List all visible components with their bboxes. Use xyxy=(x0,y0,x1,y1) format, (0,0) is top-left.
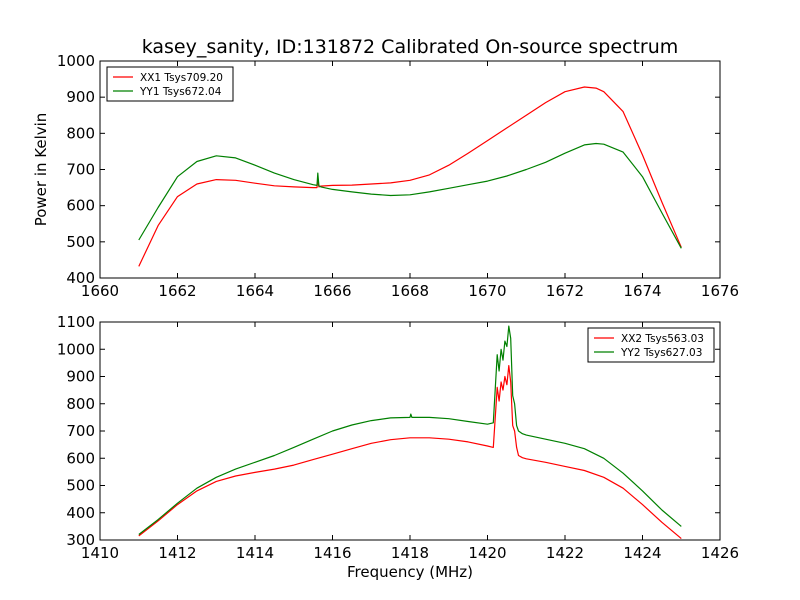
y-tick-label: 900 xyxy=(66,368,95,386)
y-tick-label: 800 xyxy=(66,395,95,413)
x-axis-label: Frequency (MHz) xyxy=(347,563,473,581)
y-tick-label: 900 xyxy=(66,88,95,106)
y-tick-label: 600 xyxy=(66,197,95,215)
x-tick-label: 1412 xyxy=(158,544,196,562)
x-tick-label: 1424 xyxy=(623,544,661,562)
series-line-yy xyxy=(138,325,682,535)
y-tick-label: 400 xyxy=(66,504,95,522)
y-tick-label: 300 xyxy=(66,531,95,549)
x-tick-label: 1676 xyxy=(701,282,739,300)
y-axis-label: Power in Kelvin xyxy=(32,113,50,227)
x-tick-label: 1426 xyxy=(701,544,739,562)
y-tick-label: 700 xyxy=(66,161,95,179)
legend-box xyxy=(587,327,715,363)
legend: XX2 Tsys563.03 YY2 Tsys627.03 xyxy=(587,327,715,363)
x-tick-label: 1414 xyxy=(236,544,274,562)
x-tick-label: 1672 xyxy=(546,282,584,300)
y-tick-label: 700 xyxy=(66,422,95,440)
legend-entry: YY2 Tsys627.03 xyxy=(620,347,702,359)
x-tick-label: 1664 xyxy=(236,282,274,300)
y-tick-label: 500 xyxy=(66,233,95,251)
x-tick-label: 1422 xyxy=(546,544,584,562)
chart-title: kasey_sanity, ID:131872 Calibrated On-so… xyxy=(142,36,679,58)
series-line-yy xyxy=(138,142,682,249)
y-tick-label: 1100 xyxy=(57,313,95,331)
y-tick-label: 1000 xyxy=(57,52,95,70)
legend-entry: XX2 Tsys563.03 xyxy=(621,333,704,345)
x-tick-label: 1670 xyxy=(468,282,506,300)
x-tick-label: 1674 xyxy=(623,282,661,300)
y-tick-label: 1000 xyxy=(57,340,95,358)
x-tick-label: 1410 xyxy=(81,544,119,562)
y-tick-label: 600 xyxy=(66,449,95,467)
y-tick-label: 500 xyxy=(66,477,95,495)
y-tick-label: 400 xyxy=(66,269,95,287)
y-tick-label: 800 xyxy=(66,124,95,142)
legend-entry: YY1 Tsys672.04 xyxy=(139,86,222,98)
series-group xyxy=(138,325,682,540)
top-plot-panel: 1660 1662 1664 1666 1668 1670 1672 1674 1676 400 5… xyxy=(32,52,739,300)
x-tick-label: 1662 xyxy=(158,282,196,300)
x-tick-label: 1668 xyxy=(391,282,429,300)
x-tick-label: 1660 xyxy=(81,282,119,300)
series-line-xx xyxy=(138,86,682,267)
legend: XX1 Tsys709.20 YY1 Tsys672.04 xyxy=(106,66,234,102)
x-tick-label: 1420 xyxy=(468,544,506,562)
x-tick-label: 1418 xyxy=(391,544,429,562)
series-line-xx xyxy=(138,365,682,540)
legend-entry: XX1 Tsys709.20 xyxy=(140,72,223,84)
bottom-plot-panel: 1410 1412 1414 1416 1418 1420 1422 1424 1426 300 4… xyxy=(57,313,739,581)
legend-box xyxy=(106,66,234,102)
x-tick-label: 1416 xyxy=(313,544,351,562)
series-group xyxy=(138,86,682,267)
x-tick-label: 1666 xyxy=(313,282,351,300)
